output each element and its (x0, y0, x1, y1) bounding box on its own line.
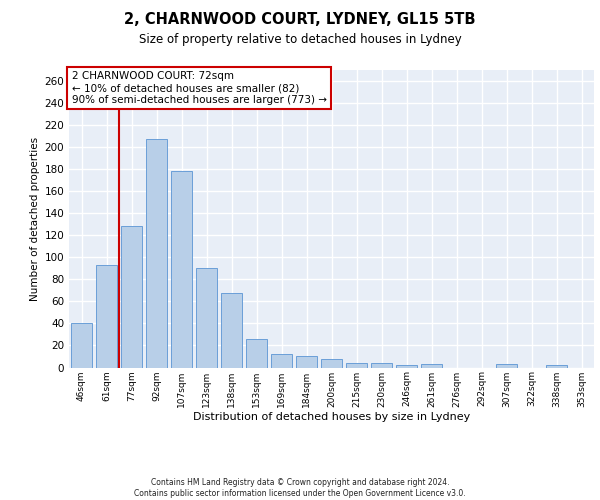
Bar (421, 364, 442, 368)
Bar (321, 358, 342, 368)
Bar (371, 363, 392, 368)
Text: 2, CHARNWOOD COURT, LYDNEY, GL15 5TB: 2, CHARNWOOD COURT, LYDNEY, GL15 5TB (124, 12, 476, 28)
Y-axis label: Number of detached properties: Number of detached properties (30, 136, 40, 301)
Text: Size of property relative to detached houses in Lydney: Size of property relative to detached ho… (139, 32, 461, 46)
Bar (546, 366, 567, 368)
Bar (146, 140, 167, 368)
Bar (96, 265, 117, 368)
Bar (121, 226, 142, 368)
Bar (171, 172, 192, 368)
Text: Contains HM Land Registry data © Crown copyright and database right 2024.
Contai: Contains HM Land Registry data © Crown c… (134, 478, 466, 498)
Bar (396, 366, 417, 368)
Bar (296, 356, 317, 368)
Bar (496, 364, 517, 368)
Bar (271, 354, 292, 368)
X-axis label: Distribution of detached houses by size in Lydney: Distribution of detached houses by size … (193, 412, 470, 422)
Text: 2 CHARNWOOD COURT: 72sqm
← 10% of detached houses are smaller (82)
90% of semi-d: 2 CHARNWOOD COURT: 72sqm ← 10% of detach… (71, 72, 326, 104)
Bar (246, 339, 267, 368)
Bar (221, 292, 242, 368)
Bar (71, 324, 92, 368)
Bar (346, 363, 367, 368)
Bar (196, 268, 217, 368)
